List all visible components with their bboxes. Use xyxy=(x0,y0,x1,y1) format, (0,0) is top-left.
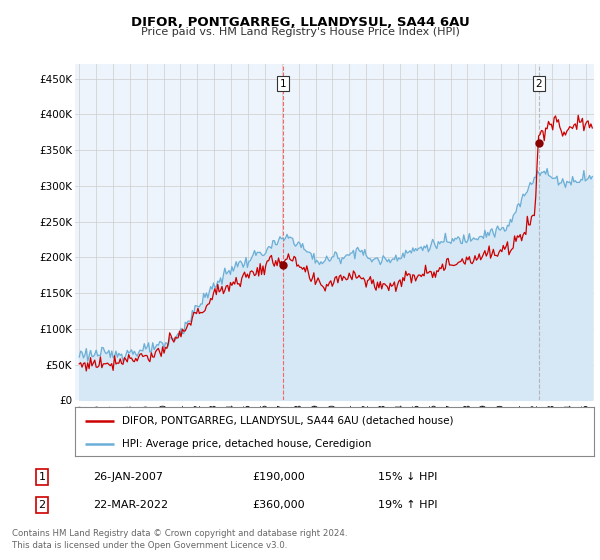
Text: 2: 2 xyxy=(535,79,542,88)
Text: 1: 1 xyxy=(38,472,46,482)
Text: 22-MAR-2022: 22-MAR-2022 xyxy=(93,500,168,510)
Text: 2: 2 xyxy=(38,500,46,510)
Text: Contains HM Land Registry data © Crown copyright and database right 2024.
This d: Contains HM Land Registry data © Crown c… xyxy=(12,529,347,550)
Text: £360,000: £360,000 xyxy=(252,500,305,510)
Text: 26-JAN-2007: 26-JAN-2007 xyxy=(93,472,163,482)
Text: HPI: Average price, detached house, Ceredigion: HPI: Average price, detached house, Cere… xyxy=(122,439,371,449)
Text: 19% ↑ HPI: 19% ↑ HPI xyxy=(378,500,437,510)
Text: 1: 1 xyxy=(280,79,286,88)
Text: DIFOR, PONTGARREG, LLANDYSUL, SA44 6AU (detached house): DIFOR, PONTGARREG, LLANDYSUL, SA44 6AU (… xyxy=(122,416,453,426)
Text: DIFOR, PONTGARREG, LLANDYSUL, SA44 6AU: DIFOR, PONTGARREG, LLANDYSUL, SA44 6AU xyxy=(131,16,469,29)
Text: 15% ↓ HPI: 15% ↓ HPI xyxy=(378,472,437,482)
Text: Price paid vs. HM Land Registry's House Price Index (HPI): Price paid vs. HM Land Registry's House … xyxy=(140,27,460,37)
Text: £190,000: £190,000 xyxy=(252,472,305,482)
